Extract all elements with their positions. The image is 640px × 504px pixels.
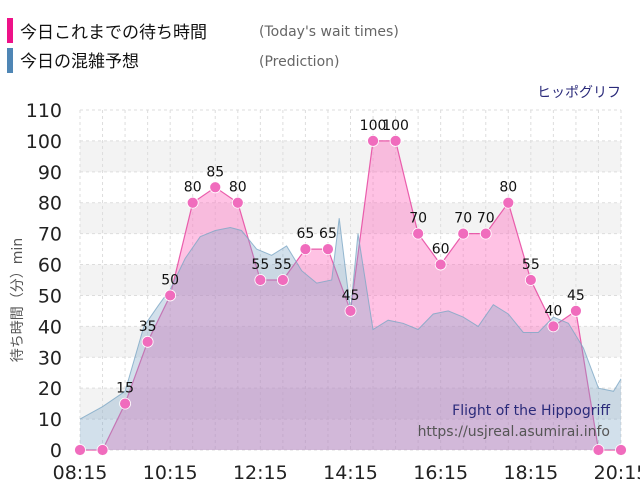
today-data-point xyxy=(547,320,560,333)
y-tick-label: 30 xyxy=(38,347,62,369)
today-data-label: 80 xyxy=(229,180,247,196)
legend-note-today: (Today's wait times) xyxy=(259,24,399,40)
y-tick-label: 90 xyxy=(38,162,62,184)
today-data-point xyxy=(524,274,537,286)
attraction-japanese-label: ヒッポグリフ xyxy=(537,85,621,101)
legend: 今日これまでの待ち時間 (Today's wait times) 今日の混雑予想… xyxy=(7,18,399,73)
today-data-point xyxy=(276,274,289,286)
today-data-point xyxy=(457,227,470,240)
legend-swatch-today xyxy=(7,18,13,43)
today-data-point xyxy=(615,444,627,456)
today-data-point xyxy=(479,227,492,240)
x-tick-label: 08:15 xyxy=(53,462,108,484)
plot-band xyxy=(80,140,621,172)
today-data-label: 15 xyxy=(116,381,134,397)
today-data-label: 70 xyxy=(454,211,472,227)
today-data-point xyxy=(502,196,515,209)
today-data-point xyxy=(254,274,267,286)
prediction-line xyxy=(79,218,622,420)
today-data-point xyxy=(96,444,109,456)
today-data-point xyxy=(141,335,154,348)
today-data-label: 70 xyxy=(477,211,495,227)
today-data-label: 85 xyxy=(206,164,224,180)
today-data-label: 70 xyxy=(409,211,427,227)
legend-label-today: 今日これまでの待ち時間 xyxy=(20,23,207,43)
today-data-point xyxy=(74,444,86,456)
y-tick-label: 10 xyxy=(38,409,62,431)
today-data-label: 55 xyxy=(522,257,540,273)
grid-lines xyxy=(79,109,622,451)
y-tick-label: 80 xyxy=(38,193,62,215)
today-data-label: 65 xyxy=(319,226,337,242)
today-data-point xyxy=(164,289,177,302)
today-data-point xyxy=(434,258,447,271)
today-data-point xyxy=(209,181,222,194)
today-data-point xyxy=(231,196,244,209)
legend-label-prediction: 今日の混雑予想 xyxy=(20,52,139,72)
legend-note-prediction: (Prediction) xyxy=(259,54,339,70)
today-data-point xyxy=(412,227,425,240)
today-data-point xyxy=(367,135,379,147)
today-data-label: 50 xyxy=(161,272,179,288)
y-tick-label: 60 xyxy=(38,255,62,277)
y-tick-label: 50 xyxy=(38,285,62,307)
x-tick-label: 18:15 xyxy=(503,462,558,484)
today-data-point xyxy=(592,444,605,456)
y-axis-label: 待ち時間（分）min xyxy=(10,238,26,362)
today-data-label: 45 xyxy=(567,288,585,304)
y-tick-label: 70 xyxy=(38,224,62,246)
source-url: https://usjreal.asumirai.info xyxy=(418,424,610,440)
today-data-label: 55 xyxy=(251,257,269,273)
today-data-label: 55 xyxy=(274,257,292,273)
legend-swatch-prediction xyxy=(7,48,13,73)
y-tick-label: 0 xyxy=(50,440,62,462)
x-tick-label: 20:15 xyxy=(594,462,640,484)
prediction-area xyxy=(80,218,621,450)
y-tick-label: 20 xyxy=(38,378,62,400)
today-data-point xyxy=(344,305,357,317)
y-tick-label: 110 xyxy=(26,100,62,122)
today-data-label: 100 xyxy=(382,118,409,134)
y-tick-label: 40 xyxy=(38,316,62,338)
x-tick-label: 12:15 xyxy=(233,462,288,484)
today-data-label: 60 xyxy=(432,242,450,258)
x-tick-label: 14:15 xyxy=(323,462,378,484)
x-tick-label: 10:15 xyxy=(143,462,198,484)
today-data-point xyxy=(119,397,131,410)
today-data-point xyxy=(299,243,312,255)
today-data-label: 45 xyxy=(342,288,360,304)
today-data-label: 35 xyxy=(139,319,157,335)
today-data-point xyxy=(186,196,199,209)
today-area xyxy=(80,140,621,450)
today-data-point xyxy=(322,243,334,255)
today-data-label: 40 xyxy=(544,303,562,319)
today-data-label: 65 xyxy=(297,226,315,242)
today-data-label: 80 xyxy=(499,180,517,196)
today-data-point xyxy=(570,305,582,317)
x-tick-label: 16:15 xyxy=(413,462,468,484)
data-points xyxy=(74,135,627,456)
attraction-english-name: Flight of the Hippogriff xyxy=(452,403,610,419)
y-tick-label: 100 xyxy=(26,131,62,153)
today-data-point xyxy=(389,135,402,147)
today-data-label: 80 xyxy=(184,180,202,196)
today-data-label: 100 xyxy=(360,118,387,134)
